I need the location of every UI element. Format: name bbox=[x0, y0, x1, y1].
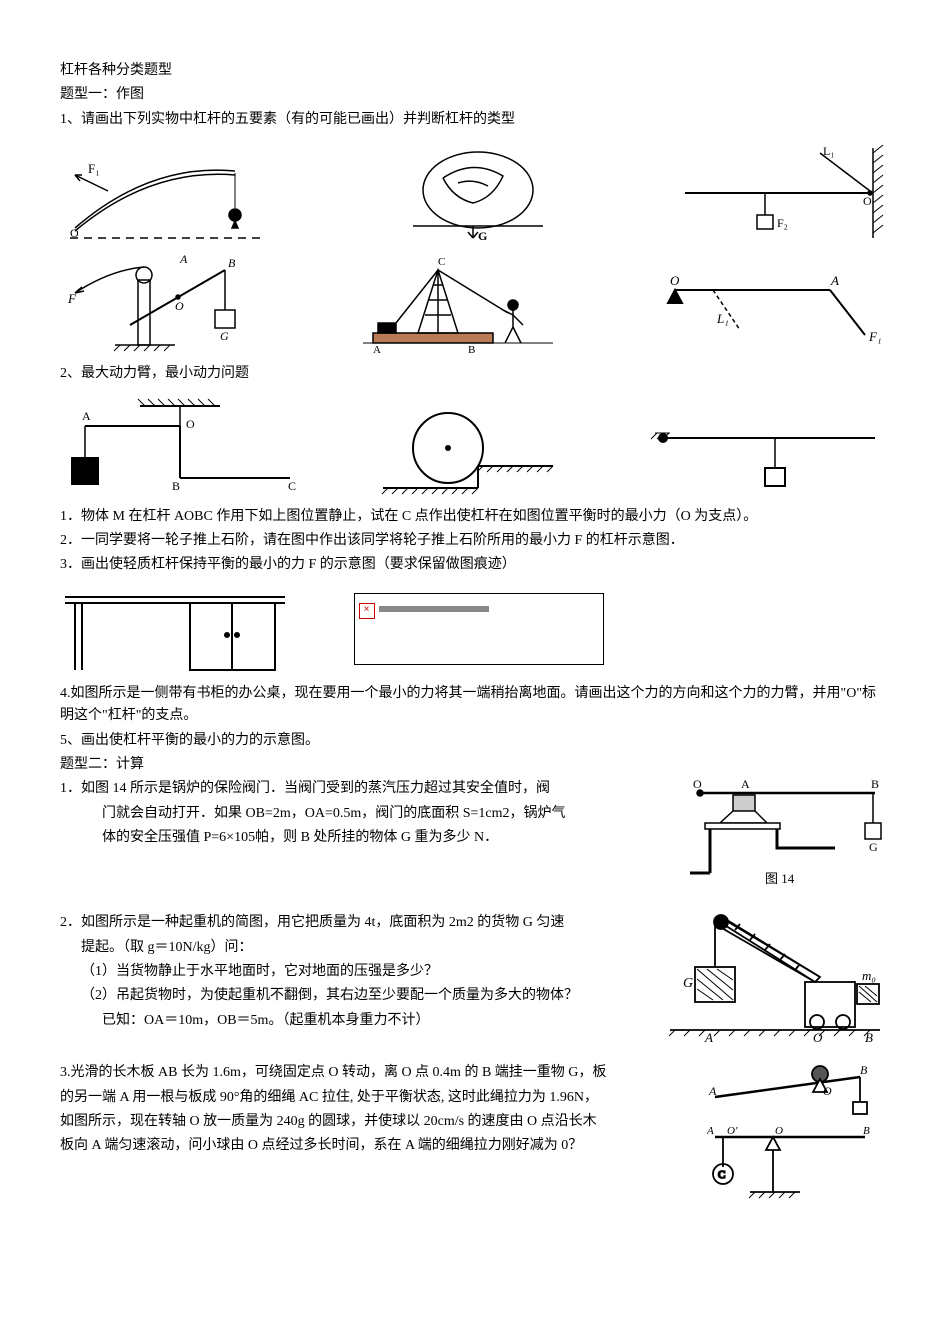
label-o2-board: O' bbox=[727, 1125, 738, 1137]
label-g: G bbox=[478, 229, 487, 243]
label-o-crane: O bbox=[175, 299, 184, 313]
label-o-crane2: O bbox=[813, 1030, 823, 1042]
label-o-board2: O bbox=[775, 1125, 783, 1137]
label-b: B bbox=[228, 256, 236, 270]
fig-pyramid-pull: C A B bbox=[353, 255, 563, 355]
label-f2: F₂ bbox=[777, 216, 788, 230]
label-a-base: A bbox=[373, 344, 381, 355]
figure-row-3: A O B C bbox=[60, 398, 885, 498]
fig-crane: G m₀ A O B bbox=[665, 912, 885, 1042]
q2-sub1: 1．物体 M 在杠杆 AOBC 作用下如上图位置静止，试在 C 点作出使杠杆在如… bbox=[60, 506, 885, 528]
label-f1-bent: F₁ bbox=[868, 329, 881, 344]
fig-crane-lever: F A B O G bbox=[60, 255, 260, 355]
label-c-aobc: C bbox=[288, 479, 296, 493]
fig-wall-lever: L₁ O F₂ bbox=[665, 143, 885, 243]
fig-fishing-rod: F₁ O bbox=[60, 153, 280, 243]
fig14-caption: 图 14 bbox=[765, 871, 795, 886]
doc-title: 杠杆各种分类题型 bbox=[60, 60, 885, 82]
fig-lever-min-f bbox=[635, 408, 885, 498]
label-c-top: C bbox=[438, 256, 445, 268]
label-b-board: B bbox=[860, 1063, 868, 1077]
fig-bent-lever: O A L₁ F₁ bbox=[655, 275, 885, 355]
q2-sub2: 2．一同学要将一轮子推上石阶，请在图中作出该同学将轮子推上石阶所用的最小力 F … bbox=[60, 530, 885, 552]
fig-desk bbox=[60, 585, 290, 675]
label-a-fig14: A bbox=[741, 778, 750, 791]
label-f: F bbox=[67, 291, 77, 306]
q2-sub3: 3．画出使轻质杠杆保持平衡的最小的力 F 的示意图（要求保留做图痕迹） bbox=[60, 554, 885, 576]
label-b2-board: B bbox=[863, 1125, 870, 1137]
type1-heading: 题型一：作图 bbox=[60, 84, 885, 106]
figure-row-2: F A B O G C A B O A L₁ F₁ bbox=[60, 255, 885, 355]
q2-text: 2、最大动力臂，最小动力问题 bbox=[60, 363, 885, 385]
label-l1: L₁ bbox=[823, 144, 835, 158]
error-icon: × bbox=[359, 603, 375, 619]
label-b-aobc: B bbox=[172, 479, 180, 493]
label-o-aobc: O bbox=[186, 417, 195, 431]
label-b-fig14: B bbox=[871, 778, 879, 791]
label-o-bent: O bbox=[670, 275, 680, 288]
label-o: O bbox=[70, 226, 79, 240]
q1-text: 1、请画出下列实物中杠杆的五要素（有的可能已画出）并判断杠杆的类型 bbox=[60, 109, 885, 131]
error-text-bar bbox=[379, 606, 489, 612]
label-a: A bbox=[179, 255, 188, 266]
fig-aobc-lever: A O B C bbox=[60, 398, 300, 498]
label-f1: F₁ bbox=[88, 161, 100, 176]
label-o-fig14: O bbox=[693, 778, 702, 791]
figure-row-4: × bbox=[60, 585, 885, 675]
fig-nutcracker: G bbox=[383, 148, 563, 243]
fig-error-placeholder: × bbox=[354, 593, 604, 665]
label-o-board: O bbox=[823, 1084, 832, 1098]
label-o-wall: O bbox=[863, 194, 872, 208]
label-g-fig14: G bbox=[869, 840, 878, 854]
label-b-crane2: B bbox=[865, 1030, 873, 1042]
label-a2-board: A bbox=[706, 1125, 714, 1137]
label-a-bent: A bbox=[830, 275, 839, 288]
label-l1-bent: L₁ bbox=[716, 311, 729, 326]
svg-text:C: C bbox=[718, 1169, 725, 1181]
label-g-crane2: G bbox=[683, 976, 693, 991]
label-a-board: A bbox=[708, 1084, 717, 1098]
label-a-aobc: A bbox=[82, 409, 91, 423]
fig-14-valve: O A B G 图 14 bbox=[685, 778, 885, 888]
label-m0: m₀ bbox=[862, 968, 876, 983]
label-a-crane2: A bbox=[704, 1030, 713, 1042]
q5-text: 5、画出使杠杆平衡的最小的力的示意图。 bbox=[60, 730, 885, 752]
label-b-base: B bbox=[468, 344, 475, 355]
fig-wheel-step bbox=[378, 408, 558, 498]
fig-board-ball: C A B O A O' O B bbox=[695, 1062, 885, 1202]
q4-text: 4.如图所示是一侧带有书柜的办公桌，现在要用一个最小的力将其一端稍抬离地面。请画… bbox=[60, 683, 885, 728]
label-g-crane: G bbox=[220, 329, 229, 343]
figure-row-1: F₁ O G L₁ O F₂ bbox=[60, 143, 885, 243]
type2-heading: 题型二：计算 bbox=[60, 754, 885, 776]
